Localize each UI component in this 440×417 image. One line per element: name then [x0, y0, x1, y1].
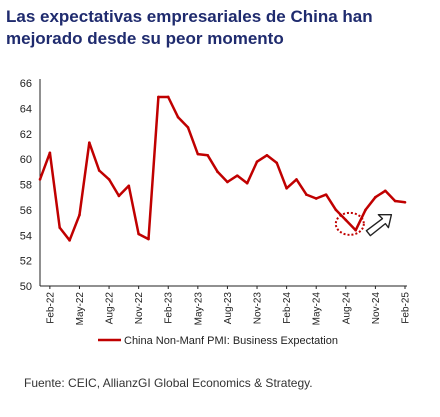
legend-label: China Non-Manf PMI: Business Expectation	[124, 335, 338, 347]
x-tick-label: May-23	[193, 292, 204, 326]
x-tick-label: Feb-22	[45, 292, 56, 324]
data-point	[364, 208, 367, 212]
source-note: Fuente: CEIC, AllianzGI Global Economics…	[24, 376, 313, 390]
data-point	[265, 154, 269, 157]
x-tick-label: Feb-23	[164, 292, 175, 324]
data-point	[78, 213, 81, 217]
plot-area	[38, 95, 407, 242]
data-point	[88, 141, 91, 144]
data-point	[147, 237, 150, 241]
x-tick-label: Nov-22	[134, 292, 145, 325]
data-point	[186, 126, 190, 129]
y-tick-label: 66	[20, 78, 32, 90]
data-point	[344, 218, 348, 222]
data-point	[255, 160, 259, 163]
x-tick-label: Nov-24	[371, 292, 382, 325]
highlight-circle	[334, 211, 365, 236]
data-point	[127, 184, 131, 188]
data-point	[166, 95, 170, 99]
chart-annotations	[334, 211, 393, 237]
data-point	[137, 232, 140, 236]
data-point	[374, 195, 377, 199]
data-point	[403, 200, 407, 204]
y-tick-label: 54	[20, 230, 32, 242]
data-point	[245, 181, 249, 185]
data-point	[58, 226, 62, 229]
y-tick-label: 64	[20, 103, 32, 115]
data-point	[48, 151, 52, 155]
y-tick-label: 58	[20, 180, 32, 192]
data-point	[107, 178, 111, 181]
y-tick-label: 52	[20, 256, 32, 268]
x-tick-label: Feb-24	[282, 292, 293, 324]
chart-axes	[39, 79, 407, 287]
data-point	[235, 174, 239, 177]
data-point	[117, 194, 121, 198]
data-point	[334, 208, 338, 212]
data-point	[38, 178, 42, 181]
arrow-up-right-icon	[365, 213, 393, 237]
series-line	[38, 95, 406, 242]
data-point	[393, 199, 397, 203]
x-tick-label: May-22	[75, 292, 86, 326]
data-point	[275, 161, 279, 165]
x-tick-label: Aug-23	[223, 292, 234, 325]
data-point	[314, 197, 318, 200]
data-point	[176, 115, 180, 119]
data-point	[295, 178, 298, 181]
data-point	[206, 154, 210, 157]
data-point	[97, 169, 101, 172]
y-tick-label: 56	[20, 205, 32, 217]
x-tick-label: Aug-24	[341, 292, 352, 325]
y-tick-labels: 50 52 54 56 58 60 62 64 66	[20, 78, 32, 293]
x-tick-label: Feb-25	[401, 292, 412, 324]
data-point	[68, 239, 71, 242]
chart-legend: China Non-Manf PMI: Business Expectation	[98, 335, 338, 347]
y-tick-label: 62	[20, 129, 32, 141]
x-tick-label: Aug-22	[105, 292, 116, 325]
data-point	[305, 193, 308, 196]
data-point	[216, 170, 219, 174]
chart-title: Las expectativas empresariales de China …	[6, 7, 373, 48]
x-tick-label: May-24	[312, 292, 323, 326]
data-point	[226, 180, 229, 184]
data-point	[196, 152, 200, 156]
data-point	[324, 193, 328, 196]
data-point	[157, 95, 160, 99]
data-point	[354, 228, 357, 232]
x-tick-labels: Feb-22 May-22 Aug-22 Nov-22 Feb-23 May-23 Aug-…	[45, 286, 412, 326]
data-point	[285, 187, 288, 190]
data-point	[383, 189, 387, 193]
x-tick-label: Nov-23	[253, 292, 264, 325]
y-tick-label: 60	[20, 154, 32, 166]
y-tick-label: 50	[20, 281, 32, 293]
